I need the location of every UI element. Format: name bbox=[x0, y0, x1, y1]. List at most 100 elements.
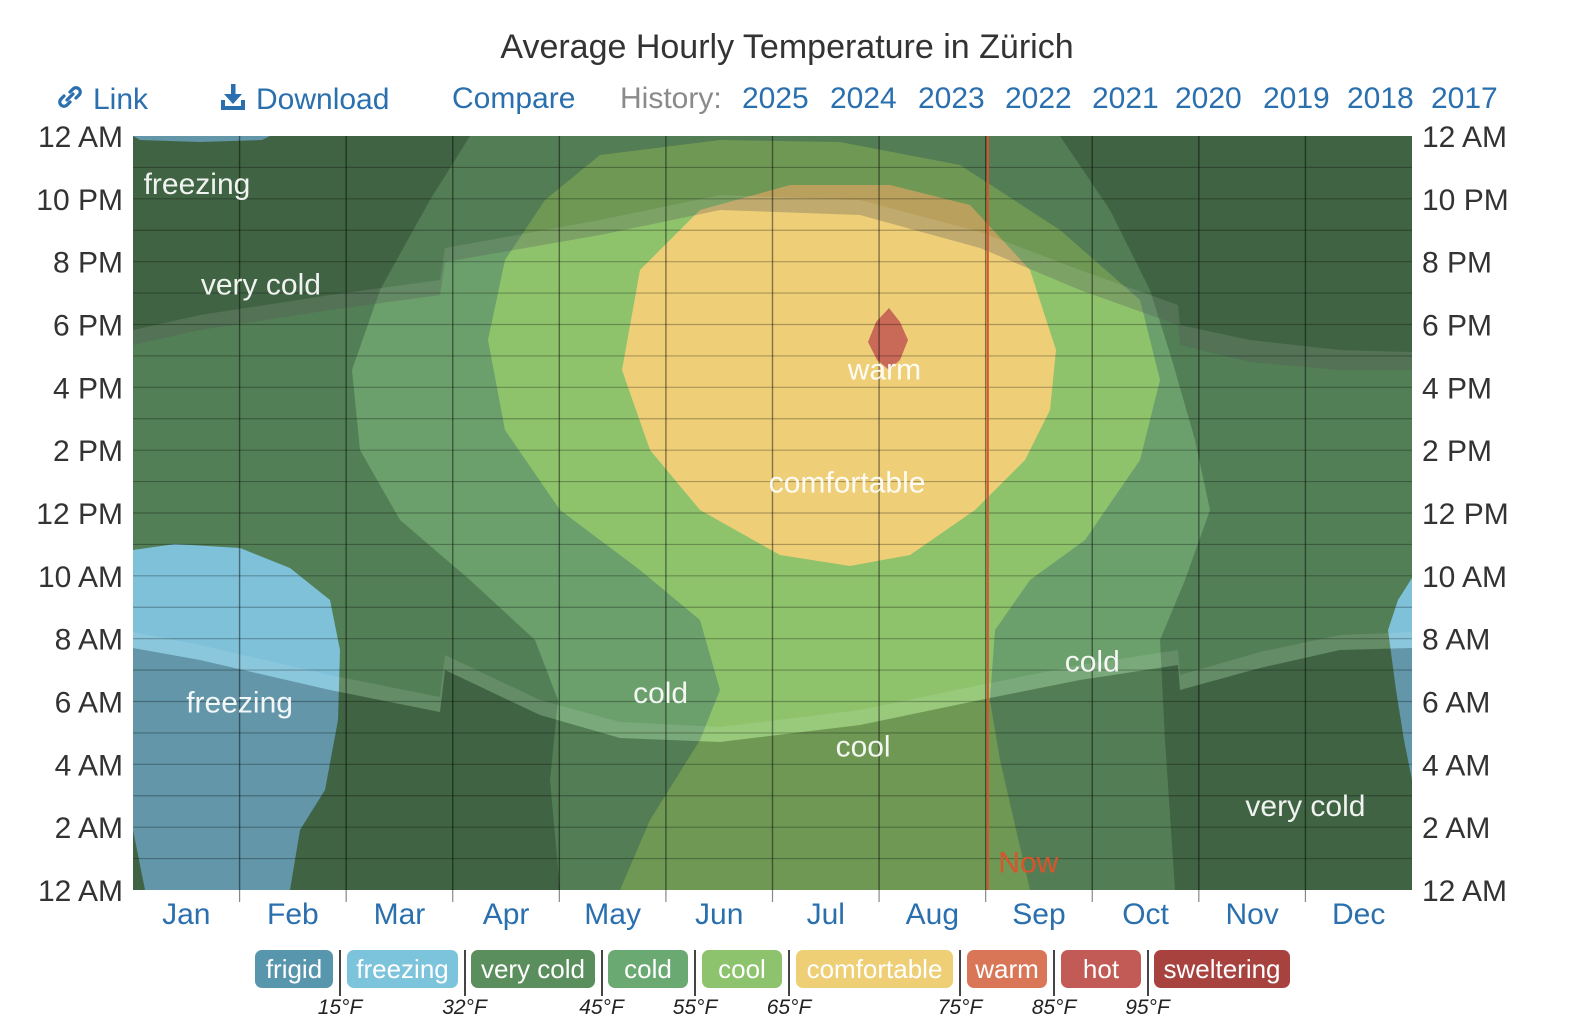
legend-threshold: 15°F bbox=[317, 996, 363, 1019]
y-tick-right: 8 AM bbox=[1422, 624, 1490, 657]
band-label: Now bbox=[998, 847, 1058, 880]
axes: 12 AM 12 AM 10 PM 10 PM 8 PM 8 PM 6 PM 6 PM 4 PM… bbox=[36, 121, 1508, 931]
legend-item: cool bbox=[702, 950, 782, 988]
legend-separator bbox=[959, 950, 961, 996]
legend-threshold: 32°F bbox=[442, 996, 487, 1019]
month-label[interactable]: Jan bbox=[162, 898, 210, 931]
y-tick-left: 6 AM bbox=[55, 687, 123, 720]
legend-item: very cold bbox=[471, 950, 595, 988]
y-tick-left: 6 PM bbox=[53, 310, 123, 343]
legend-separator bbox=[788, 950, 790, 996]
y-tick-right: 12 AM bbox=[1422, 875, 1507, 908]
y-tick-right: 2 PM bbox=[1422, 435, 1492, 468]
band-labels: freezing very cold freezing warm comfortable… bbox=[144, 168, 1366, 880]
legend-separator bbox=[694, 950, 696, 996]
download-button[interactable]: Download bbox=[218, 82, 389, 120]
legend-separator bbox=[463, 950, 466, 996]
band-label: cool bbox=[836, 730, 891, 763]
band-freezing-top-left bbox=[133, 136, 270, 142]
band-label: freezing bbox=[144, 168, 251, 201]
band-label: warm bbox=[847, 353, 921, 386]
month-label[interactable]: Nov bbox=[1225, 898, 1278, 931]
legend-item: hot bbox=[1061, 950, 1141, 988]
twilight-evening bbox=[133, 195, 1412, 370]
y-tick-left: 2 AM bbox=[55, 812, 123, 845]
band-freezing-bottom-left bbox=[133, 544, 340, 890]
legend-threshold: 55°F bbox=[672, 996, 718, 1019]
band-very-cold-right bbox=[1060, 136, 1412, 890]
y-tick-left: 4 PM bbox=[53, 372, 123, 405]
y-tick-right: 12 AM bbox=[1422, 121, 1507, 154]
history-year-2021[interactable]: 2021 bbox=[1092, 82, 1159, 115]
month-label[interactable]: Feb bbox=[267, 898, 319, 931]
download-icon bbox=[218, 82, 248, 120]
link-button[interactable]: Link bbox=[55, 82, 148, 120]
y-tick-left: 10 AM bbox=[38, 561, 123, 594]
y-tick-right: 4 AM bbox=[1422, 749, 1490, 782]
band-label: freezing bbox=[186, 687, 293, 720]
y-tick-right: 10 PM bbox=[1422, 184, 1509, 217]
y-tick-left: 12 AM bbox=[38, 121, 123, 154]
history-year-2025[interactable]: 2025 bbox=[742, 82, 809, 115]
y-tick-right: 6 AM bbox=[1422, 687, 1490, 720]
legend-item: cold bbox=[608, 950, 688, 988]
band-freezing-right bbox=[1388, 578, 1412, 780]
month-label[interactable]: Sep bbox=[1012, 898, 1065, 931]
month-label[interactable]: Apr bbox=[483, 898, 530, 931]
legend-separator bbox=[1053, 950, 1055, 996]
band-label: comfortable bbox=[769, 467, 926, 500]
history-year-2022[interactable]: 2022 bbox=[1005, 82, 1072, 115]
legend-separator bbox=[600, 950, 603, 996]
history-year-2024[interactable]: 2024 bbox=[830, 82, 897, 115]
month-label[interactable]: Aug bbox=[906, 898, 959, 931]
heatmap-bands bbox=[133, 136, 1412, 890]
y-tick-right: 2 AM bbox=[1422, 812, 1490, 845]
link-label: Link bbox=[93, 82, 149, 116]
band-label: very cold bbox=[1245, 790, 1365, 823]
month-label[interactable]: Jul bbox=[807, 898, 845, 931]
month-label[interactable]: Jun bbox=[695, 898, 743, 931]
y-tick-right: 8 PM bbox=[1422, 247, 1492, 280]
history-year-2020[interactable]: 2020 bbox=[1175, 82, 1242, 115]
band-comfortable bbox=[622, 185, 1056, 566]
y-tick-left: 8 AM bbox=[55, 624, 123, 657]
band-warm bbox=[868, 308, 908, 370]
legend-threshold: 95°F bbox=[1125, 996, 1170, 1019]
twilight-morning bbox=[133, 632, 1412, 742]
legend-threshold: 65°F bbox=[766, 996, 812, 1019]
y-tick-right: 4 PM bbox=[1422, 372, 1492, 405]
y-tick-right: 10 AM bbox=[1422, 561, 1507, 594]
band-label: cold bbox=[633, 677, 688, 710]
y-tick-right: 6 PM bbox=[1422, 310, 1492, 343]
link-icon bbox=[55, 82, 85, 120]
grid bbox=[133, 136, 1412, 890]
y-tick-left: 8 PM bbox=[53, 247, 123, 280]
chart-title: Average Hourly Temperature in Zürich bbox=[500, 28, 1074, 66]
legend-item: sweltering bbox=[1154, 950, 1290, 988]
y-tick-right: 12 PM bbox=[1422, 498, 1509, 531]
legend-item: warm bbox=[967, 950, 1047, 988]
history-label: History: bbox=[620, 82, 722, 115]
y-tick-left: 12 PM bbox=[36, 498, 123, 531]
legend-item: comfortable bbox=[796, 950, 953, 988]
history-year-2019[interactable]: 2019 bbox=[1263, 82, 1330, 115]
history-year-2017[interactable]: 2017 bbox=[1431, 82, 1498, 115]
legend-item: freezing bbox=[347, 950, 458, 988]
legend-separator bbox=[1146, 950, 1149, 996]
month-label[interactable]: Dec bbox=[1332, 898, 1385, 931]
legend-threshold: 45°F bbox=[579, 996, 624, 1019]
chart-toolbar: Link Download Compare History: 2025 2024… bbox=[0, 82, 1574, 122]
compare-button[interactable]: Compare bbox=[452, 82, 576, 115]
legend-threshold: 85°F bbox=[1031, 996, 1077, 1019]
month-label[interactable]: Oct bbox=[1122, 898, 1169, 931]
history-year-2018[interactable]: 2018 bbox=[1347, 82, 1414, 115]
month-label[interactable]: Mar bbox=[374, 898, 426, 931]
month-label[interactable]: May bbox=[584, 898, 641, 931]
download-label: Download bbox=[256, 82, 390, 116]
legend-separator bbox=[339, 950, 341, 996]
night-shade-morning bbox=[133, 648, 1412, 890]
night-shade-evening bbox=[133, 136, 1412, 370]
history-year-2023[interactable]: 2023 bbox=[918, 82, 985, 115]
band-label: cold bbox=[1065, 646, 1120, 679]
